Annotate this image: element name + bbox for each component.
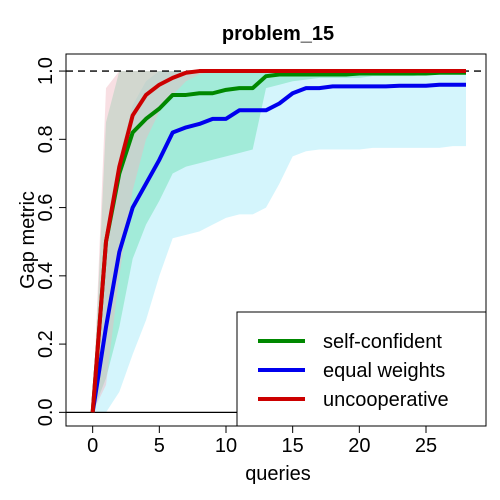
x-tick-label: 20: [348, 435, 370, 457]
legend-label-uncooperative: uncooperative: [323, 389, 449, 411]
legend-box: [236, 311, 487, 427]
series-line-equal-weights: [90, 82, 466, 413]
y-axis-label: Gap metric: [17, 191, 39, 289]
x-tick-label: 25: [415, 435, 437, 457]
legend-label-self-confident: self-confident: [323, 331, 442, 353]
legend: self-confident equal weights uncooperative: [236, 311, 487, 427]
x-tick-label: 0: [87, 435, 98, 457]
x-tick-label: 15: [282, 435, 304, 457]
y-tick-label: 1.0: [35, 57, 57, 85]
chart-title: problem_15: [222, 23, 334, 45]
y-tick-label: 0.8: [35, 125, 57, 153]
legend-label-equal-weights: equal weights: [323, 360, 445, 382]
y-tick-label: 0.2: [35, 330, 57, 358]
x-axis-label: queries: [245, 463, 311, 485]
x-tick-label: 5: [154, 435, 165, 457]
x-tick-label: 10: [215, 435, 237, 457]
y-tick-label: 0.6: [35, 194, 57, 222]
y-tick-label: 0.4: [35, 262, 57, 290]
series-line-uncooperative: [90, 69, 466, 413]
y-tick-label: 0.0: [35, 398, 57, 426]
series-line-self-confident: [90, 70, 466, 413]
band-equal-weights: [92, 71, 467, 413]
band-self-confident: [92, 71, 467, 413]
band-uncooperative: [92, 71, 467, 413]
